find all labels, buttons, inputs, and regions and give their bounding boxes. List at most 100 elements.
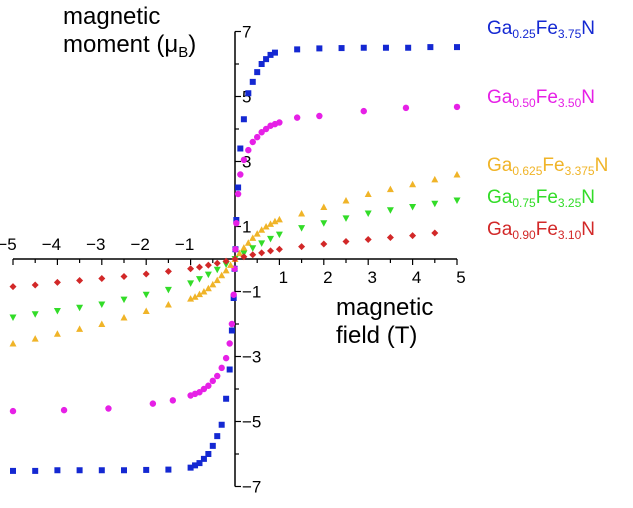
data-point	[76, 304, 84, 312]
data-point	[245, 90, 252, 97]
data-point	[293, 114, 301, 121]
data-point	[235, 184, 242, 191]
y-axis-label-close: )	[188, 30, 197, 58]
x-tick-label: −2	[131, 235, 150, 254]
data-point	[453, 171, 461, 178]
data-point	[223, 395, 230, 402]
data-point	[249, 245, 257, 252]
y-axis-label-line2: moment (μB)	[63, 31, 196, 61]
data-point	[342, 197, 350, 204]
data-point	[427, 44, 434, 51]
data-point	[409, 232, 417, 240]
data-point	[275, 245, 283, 253]
legend-entry-text: N	[581, 187, 595, 208]
legend-entry-text: N	[581, 219, 595, 240]
data-point	[31, 335, 39, 342]
data-point	[165, 466, 172, 473]
data-point	[386, 234, 394, 242]
legend-entry-text: N	[581, 87, 595, 108]
data-point	[226, 340, 233, 347]
data-point	[431, 200, 439, 208]
data-point	[431, 175, 439, 183]
data-point	[316, 112, 323, 120]
x-tick-label: 2	[323, 268, 332, 287]
data-point	[320, 240, 328, 248]
data-point	[98, 467, 105, 474]
data-point	[205, 451, 212, 457]
y-tick-label: 5	[242, 88, 251, 107]
legend-entry-text: N	[594, 155, 609, 176]
data-point	[164, 301, 172, 308]
data-point	[320, 203, 328, 210]
data-point	[267, 235, 275, 243]
x-axis-label-line2: field (T)	[336, 321, 418, 349]
y-tick-label: 3	[242, 153, 251, 172]
data-point	[105, 405, 112, 412]
legend-entry: Ga0.90Fe3.10N	[487, 219, 595, 241]
data-point	[205, 382, 212, 389]
data-marks	[9, 44, 461, 474]
data-point	[187, 265, 195, 273]
legend-entry-text: 0.50	[512, 96, 536, 110]
data-point	[262, 223, 270, 230]
legend-entry-text: 0.25	[512, 27, 536, 41]
data-point	[453, 197, 461, 204]
data-point	[187, 295, 195, 302]
data-point	[214, 433, 221, 440]
data-point	[98, 320, 106, 327]
data-point	[120, 273, 128, 281]
data-point	[237, 145, 244, 152]
x-tick-label: 1	[279, 268, 288, 287]
data-point	[228, 327, 235, 334]
data-point	[316, 45, 323, 52]
data-point	[342, 237, 350, 245]
data-point	[249, 234, 257, 241]
data-point	[195, 276, 203, 283]
data-point	[54, 467, 61, 474]
data-point	[364, 236, 372, 243]
legend-entry: Ga0.625Fe3.375N	[487, 155, 608, 177]
data-point	[258, 129, 265, 136]
data-point	[204, 284, 212, 292]
data-point	[76, 276, 84, 284]
data-point	[235, 249, 243, 257]
data-point	[228, 320, 236, 328]
data-point	[226, 366, 233, 373]
data-point	[240, 253, 248, 261]
data-point	[213, 259, 221, 267]
data-point	[276, 119, 283, 126]
data-point	[192, 462, 199, 469]
data-point	[9, 340, 17, 347]
data-point	[218, 364, 225, 372]
data-point	[10, 467, 16, 474]
data-point	[187, 280, 195, 287]
data-point	[258, 61, 265, 67]
data-point	[320, 220, 328, 227]
data-point	[218, 421, 225, 428]
data-point	[233, 217, 240, 223]
data-point	[209, 442, 216, 449]
y-tick-label: −7	[242, 478, 261, 497]
data-point	[218, 271, 226, 279]
legend-entry-text: 0.75	[512, 196, 536, 210]
data-point	[195, 290, 203, 298]
data-point	[409, 180, 417, 188]
data-point	[275, 215, 283, 223]
data-point	[60, 406, 68, 414]
x-tick-label: −4	[42, 235, 61, 254]
data-point	[214, 372, 221, 380]
data-point	[142, 270, 150, 278]
data-point	[9, 314, 17, 321]
data-point	[142, 291, 150, 299]
data-point	[195, 263, 203, 271]
data-point	[338, 45, 345, 52]
data-point	[402, 104, 410, 112]
data-point	[200, 288, 208, 295]
data-point	[360, 44, 367, 51]
y-tick-label: −5	[242, 413, 261, 432]
legend-entry-text: Fe	[535, 219, 558, 240]
data-point	[249, 78, 256, 85]
data-point	[454, 44, 460, 51]
data-point	[298, 243, 306, 251]
data-point	[240, 156, 248, 164]
